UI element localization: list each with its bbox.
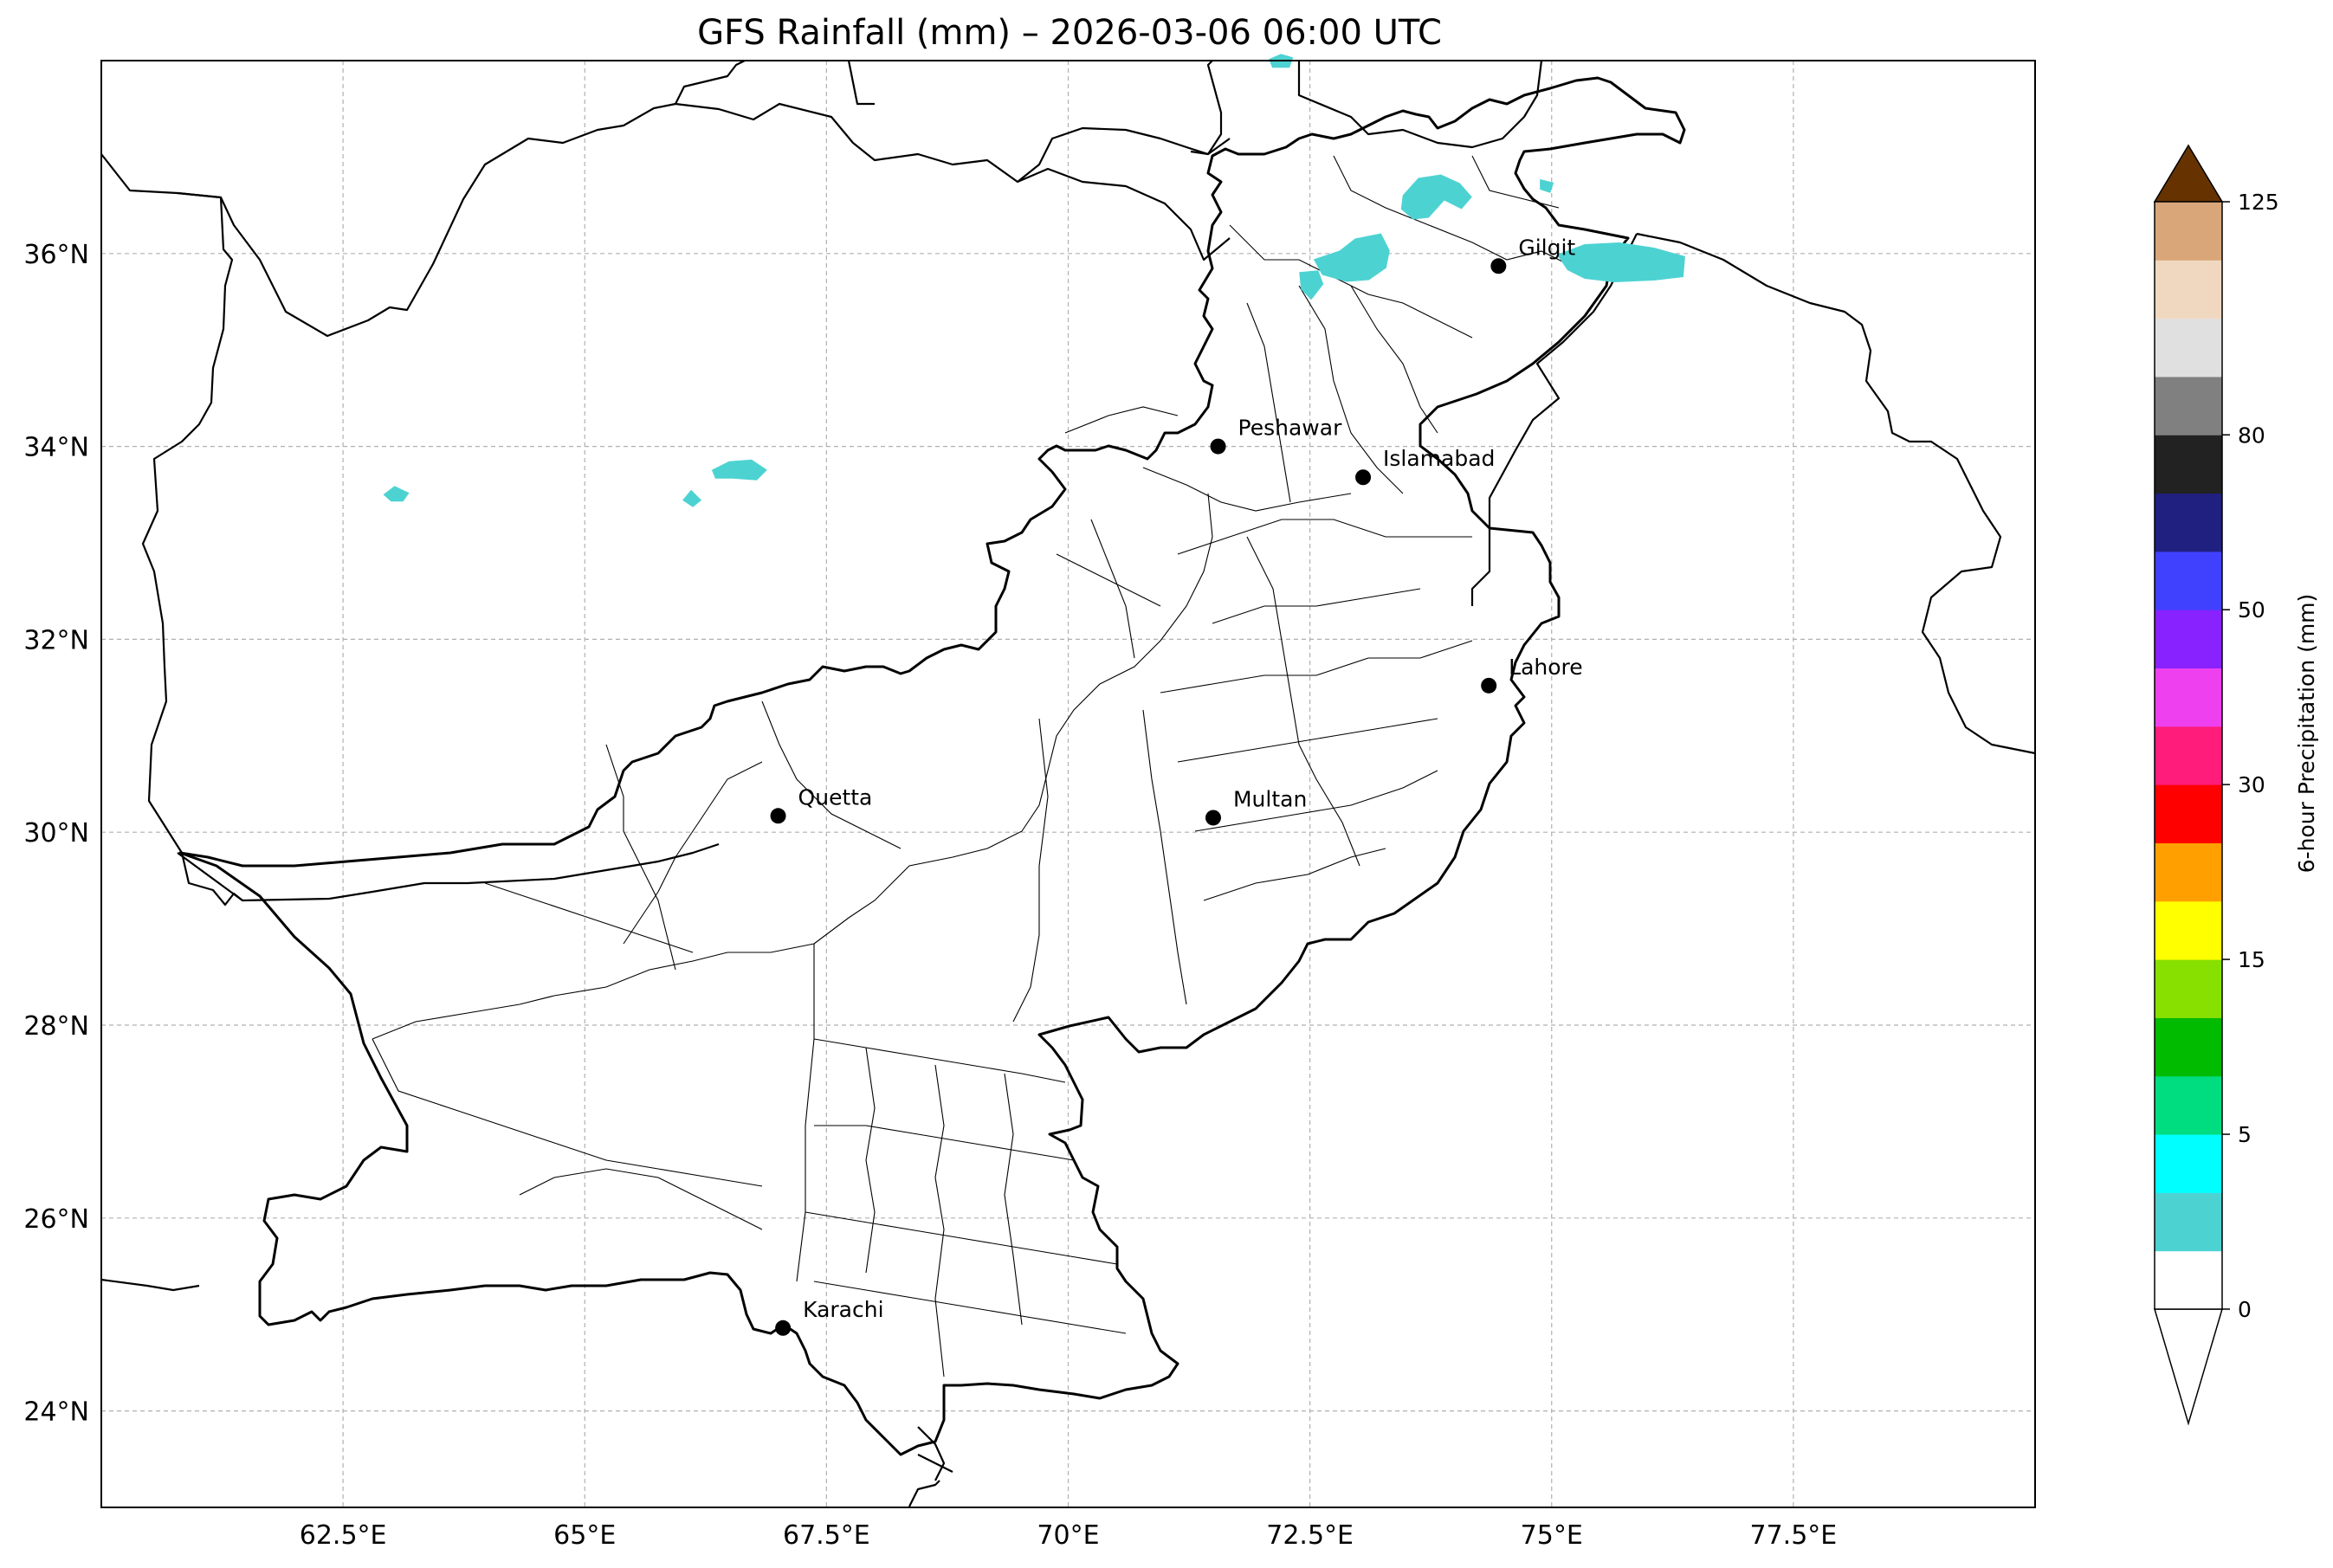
country-borders	[100, 60, 2036, 1507]
colorbar-segment	[2155, 493, 2222, 552]
colorbar-segment	[2155, 1250, 2222, 1310]
map-area: Gilgit Peshawar Islamabad Lahore Quetta Multa…	[100, 54, 2036, 1508]
colorbar-label: 6-hour Precipitation (mm)	[2294, 594, 2319, 874]
city-marker	[770, 808, 786, 824]
india-south-coast	[908, 1426, 953, 1507]
lat-tick-label: 24°N	[23, 1397, 89, 1428]
colorbar-segment	[2155, 1192, 2222, 1252]
colorbar-segment	[2155, 260, 2222, 319]
rain-patch	[711, 459, 767, 481]
lon-tick-label: 65°E	[553, 1520, 616, 1551]
rain-layer	[383, 54, 1685, 507]
city-marker	[1210, 438, 1226, 455]
city-marker	[1481, 677, 1497, 694]
colorbar-segment	[2155, 1017, 2222, 1077]
lon-tick-label: 67.5°E	[783, 1520, 870, 1551]
city-label: Quetta	[798, 784, 873, 810]
city-label: Islamabad	[1383, 446, 1495, 471]
rain-patch	[682, 489, 702, 507]
colorbar-segment	[2155, 1075, 2222, 1135]
district-boundaries	[372, 155, 1577, 1378]
colorbar-segment	[2155, 1134, 2222, 1193]
colorbar-segment	[2155, 959, 2222, 1018]
lat-tick-label: 30°N	[23, 818, 89, 849]
colorbar-segment	[2155, 610, 2222, 669]
colorbar-tick-label: 80	[2238, 423, 2265, 448]
city-label: Lahore	[1509, 655, 1583, 680]
colorbar-tick-label: 50	[2238, 597, 2265, 623]
colorbar-segment	[2155, 726, 2222, 785]
longitude-tick-labels: 62.5°E 65°E 67.5°E 70°E 72.5°E 75°E 77.5°E	[300, 1520, 1838, 1551]
lon-tick-label: 77.5°E	[1749, 1520, 1837, 1551]
map-frame	[100, 60, 2036, 1508]
colorbar-segment	[2155, 435, 2222, 494]
colorbar-segment	[2155, 784, 2222, 843]
lat-tick-label: 34°N	[23, 433, 89, 463]
rain-patch	[1299, 270, 1324, 300]
lat-tick-label: 36°N	[23, 240, 89, 270]
city-marker	[775, 1320, 792, 1336]
colorbar-segment	[2155, 842, 2222, 902]
city-marker	[1490, 258, 1507, 274]
colorbar-frame	[2154, 201, 2223, 1310]
rain-patch	[1400, 174, 1472, 220]
rain-patch	[1540, 178, 1554, 193]
city-marker	[1205, 810, 1221, 826]
colorbar: 0 5 15 30 50 80 125	[2153, 144, 2279, 1426]
colorbar-tick-label: 0	[2238, 1297, 2252, 1322]
colorbar-segment	[2155, 668, 2222, 727]
colorbar-under-triangle	[2153, 1308, 2224, 1426]
colorbar-tick-label: 30	[2238, 772, 2265, 797]
lat-tick-label: 32°N	[23, 625, 89, 655]
rain-patch	[1313, 233, 1390, 282]
city-label: Peshawar	[1238, 416, 1343, 441]
latitude-tick-labels: 24°N 26°N 28°N 30°N 32°N 34°N 36°N	[23, 240, 89, 1428]
city-label: Karachi	[803, 1297, 883, 1322]
lon-tick-label: 75°E	[1521, 1520, 1583, 1551]
colorbar-segment	[2155, 900, 2222, 960]
colorbar-tick-label: 5	[2238, 1122, 2252, 1147]
chart-title: GFS Rainfall (mm) – 2026-03-06 06:00 UTC	[697, 13, 1442, 53]
colorbar-segment	[2155, 202, 2222, 261]
lat-tick-label: 26°N	[23, 1204, 89, 1235]
lon-tick-label: 62.5°E	[300, 1520, 387, 1551]
iran-coast	[100, 1278, 200, 1292]
map-background	[101, 61, 2035, 1507]
city-marker	[1355, 469, 1372, 486]
rain-patch	[1556, 242, 1685, 282]
colorbar-over-triangle	[2153, 144, 2224, 203]
colorbar-segment	[2155, 551, 2222, 610]
iran-afghanistan-border	[100, 153, 243, 907]
lon-tick-label: 70°E	[1037, 1520, 1099, 1551]
colorbar-tick-label: 15	[2238, 947, 2265, 972]
city-label: Multan	[1233, 786, 1307, 811]
lon-tick-label: 72.5°E	[1266, 1520, 1354, 1551]
rain-patch	[383, 486, 410, 502]
city-layer: Gilgit Peshawar Islamabad Lahore Quetta Multa…	[770, 235, 1583, 1336]
tajik-boundary	[675, 60, 1223, 183]
colorbar-segment	[2155, 318, 2222, 377]
china-india-east-border	[1636, 232, 2036, 755]
colorbar-segment	[2155, 376, 2222, 436]
lat-tick-label: 28°N	[23, 1011, 89, 1042]
city-label: Gilgit	[1518, 235, 1575, 260]
india-pak-east-line	[1470, 233, 1638, 606]
china-border-north	[1190, 60, 1543, 156]
colorbar-tick-label: 125	[2238, 190, 2279, 215]
